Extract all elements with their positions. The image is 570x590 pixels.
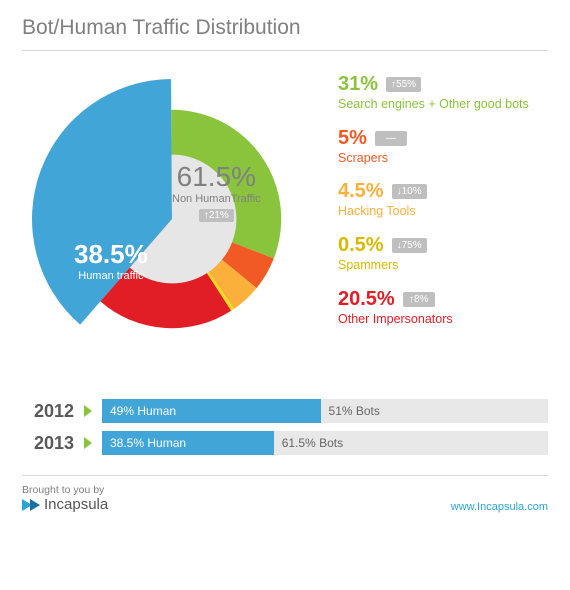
legend-change-badge: — <box>375 131 407 146</box>
year-bar-row: 2012 49% Human51% Bots <box>22 399 548 423</box>
year-bars: 2012 49% Human51% Bots 2013 38.5% Human61.5… <box>22 399 548 455</box>
year-label: 2013 <box>22 433 74 454</box>
brand-url[interactable]: www.Incapsula.com <box>451 501 548 513</box>
stacked-bar: 38.5% Human61.5% Bots <box>102 431 548 455</box>
legend-name: Other Impersonators <box>338 312 548 328</box>
legend-name: Hacking Tools <box>338 204 548 220</box>
brand-logo: Incapsula <box>22 496 108 513</box>
triangle-icon <box>84 405 92 417</box>
footer-left: Brought to you by Incapsula <box>22 484 108 513</box>
triangle-icon <box>84 437 92 449</box>
donut-chart: 61.5% Non HumanTraffic ↑21% 38.5% Human … <box>22 69 322 369</box>
legend: 31% ↑55% Search engines + Other good bots 5… <box>338 69 548 327</box>
page-title: Bot/Human Traffic Distribution <box>22 16 548 51</box>
stacked-bar: 49% Human51% Bots <box>102 399 548 423</box>
legend-pct: 31% <box>338 73 378 96</box>
logo-chevron-icon <box>30 499 40 511</box>
legend-item: 20.5% ↑8% Other Impersonators <box>338 288 548 328</box>
chart-area: 61.5% Non HumanTraffic ↑21% 38.5% Human … <box>22 69 548 369</box>
legend-change-badge: ↑55% <box>386 77 421 92</box>
legend-name: Spammers <box>338 258 548 274</box>
legend-change-badge: ↓10% <box>392 184 427 199</box>
legend-pct: 5% <box>338 127 367 150</box>
year-bar-row: 2013 38.5% Human61.5% Bots <box>22 431 548 455</box>
legend-item: 0.5% ↓75% Spammers <box>338 234 548 274</box>
year-label: 2012 <box>22 401 74 422</box>
legend-change-badge: ↑8% <box>403 292 435 307</box>
bots-segment: 51% Bots <box>321 399 548 423</box>
legend-item: 4.5% ↓10% Hacking Tools <box>338 180 548 220</box>
human-segment: 49% Human <box>102 399 321 423</box>
legend-change-badge: ↓75% <box>392 238 427 253</box>
legend-item: 5% — Scrapers <box>338 127 548 167</box>
footer: Brought to you by Incapsula www.Incapsul… <box>22 475 548 513</box>
legend-pct: 20.5% <box>338 288 395 311</box>
legend-name: Search engines + Other good bots <box>338 97 548 113</box>
legend-name: Scrapers <box>338 151 548 167</box>
brought-by: Brought to you by <box>22 484 108 496</box>
bots-segment: 61.5% Bots <box>274 431 548 455</box>
legend-item: 31% ↑55% Search engines + Other good bots <box>338 73 548 113</box>
brand-name: Incapsula <box>44 496 108 513</box>
legend-pct: 0.5% <box>338 234 384 257</box>
human-segment: 38.5% Human <box>102 431 274 455</box>
legend-pct: 4.5% <box>338 180 384 203</box>
